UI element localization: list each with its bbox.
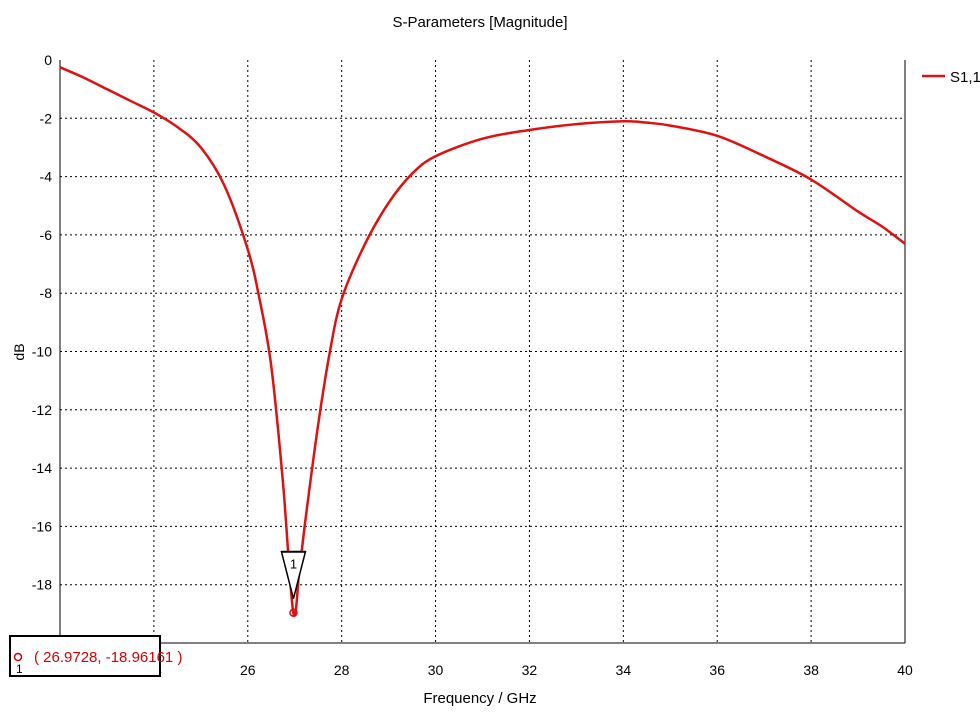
y-tick-label: -10	[32, 344, 52, 360]
legend-label-s11: S1,1	[950, 69, 980, 86]
x-tick-label: 28	[334, 662, 350, 678]
y-tick-label: -16	[32, 518, 52, 534]
y-tick-label: -12	[32, 402, 52, 418]
y-tick-label: -6	[40, 227, 53, 243]
x-tick-label: 38	[803, 662, 819, 678]
x-tick-label: 30	[428, 662, 444, 678]
readout-marker-icon	[13, 652, 23, 662]
grid	[59, 60, 906, 644]
marker-layer: 1	[280, 550, 307, 617]
y-tick-label: -18	[32, 577, 52, 593]
readout-box	[9, 635, 161, 677]
series-line-s11	[59, 66, 906, 617]
x-tick-label: 34	[616, 662, 632, 678]
legend: S1,1	[922, 69, 980, 86]
x-tick-labels: 242628303234363840	[146, 662, 913, 678]
readout-text: ( 26.9728, -18.96161 )	[34, 649, 182, 666]
chart-title: S-Parameters [Magnitude]	[392, 14, 567, 31]
y-tick-label: 0	[44, 52, 52, 68]
x-tick-label: 32	[522, 662, 538, 678]
series-layer	[59, 66, 906, 617]
y-tick-label: -2	[40, 110, 53, 126]
x-tick-label: 40	[897, 662, 913, 678]
readout-index: 1	[16, 662, 23, 676]
y-axis-label: dB	[11, 343, 27, 360]
marker-readout: 1 ( 26.9728, -18.96161 )	[9, 635, 182, 677]
y-tick-label: -14	[32, 460, 52, 476]
x-tick-label: 36	[709, 662, 725, 678]
y-tick-labels: 0 -2 -4 -6 -8 -10 -12 -14 -16 -18	[32, 52, 52, 593]
y-tick-label: -8	[40, 285, 53, 301]
y-tick-label: -4	[40, 169, 53, 185]
x-tick-label: 26	[240, 662, 256, 678]
x-axis-label: Frequency / GHz	[423, 690, 536, 707]
marker-label: 1	[290, 557, 297, 572]
marker-point	[289, 608, 298, 617]
